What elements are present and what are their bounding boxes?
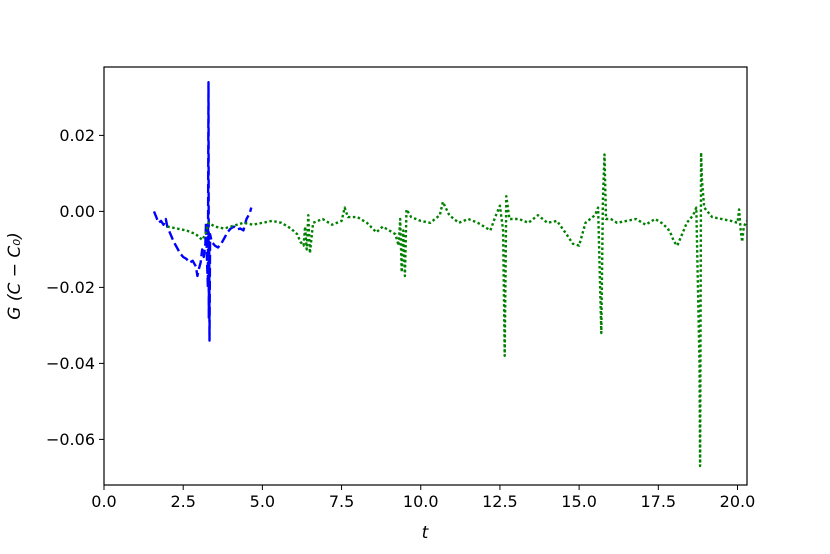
x-tick-label: 20.0: [720, 492, 756, 511]
x-tick-label: 17.5: [640, 492, 676, 511]
series-line-1: [152, 81, 253, 342]
y-tick-label: −0.06: [46, 430, 95, 449]
y-axis-ticks: 0.02 0.00 −0.02 −0.04 −0.06: [46, 126, 104, 449]
series-layer: [152, 81, 747, 468]
y-tick-label: 0.00: [59, 202, 95, 221]
x-tick-label: 12.5: [482, 492, 518, 511]
y-axis-label: G (C − C₀): [5, 232, 25, 319]
x-tick-label: 0.0: [91, 492, 116, 511]
x-tick-label: 7.5: [329, 492, 354, 511]
y-tick-label: −0.04: [46, 354, 95, 373]
x-tick-label: 5.0: [250, 492, 275, 511]
plot-area-frame: [103, 66, 748, 486]
series-line-2: [167, 151, 747, 468]
x-tick-label: 10.0: [403, 492, 439, 511]
y-tick-label: −0.02: [46, 278, 95, 297]
x-tick-label: 2.5: [170, 492, 195, 511]
y-tick-label: 0.02: [59, 126, 95, 145]
x-axis-label: t: [422, 523, 430, 543]
x-tick-label: 15.0: [561, 492, 597, 511]
x-axis-ticks: 0.0 2.5 5.0 7.5 10.0 12.5 15.0 17.5 20.0: [91, 485, 755, 511]
